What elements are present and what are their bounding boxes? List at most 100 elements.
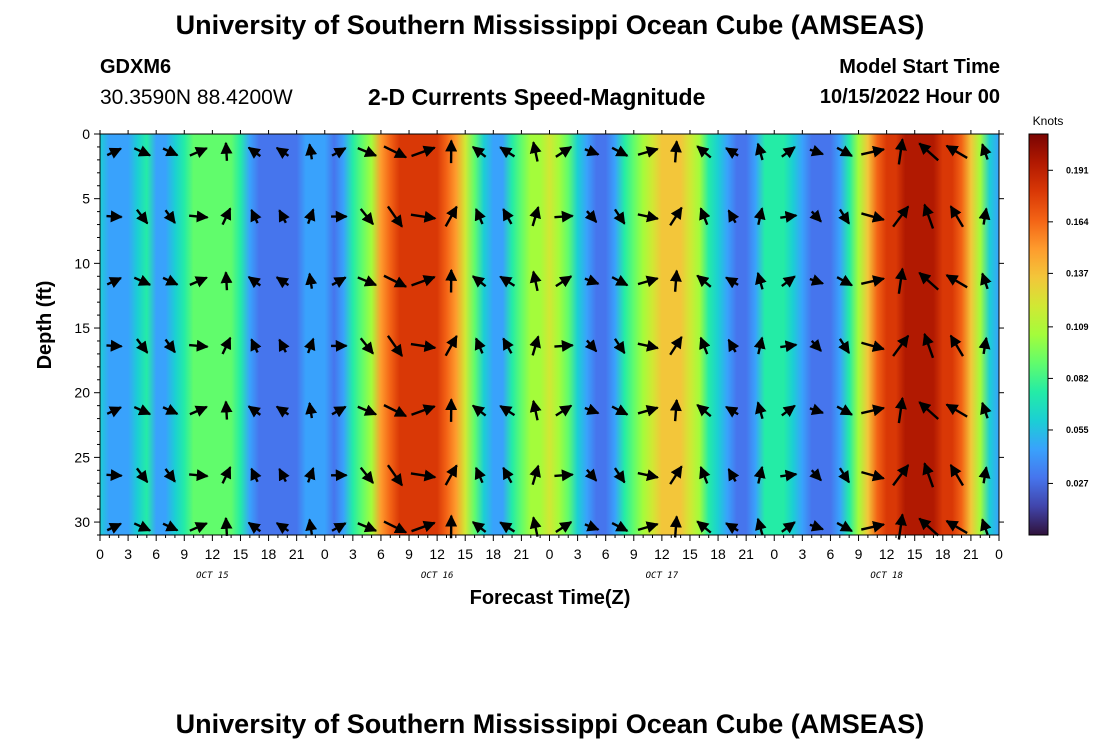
current-vector <box>809 468 822 482</box>
x-tick-label: 9 <box>405 546 413 562</box>
current-vector <box>892 334 910 357</box>
current-vector <box>135 208 149 225</box>
current-vector <box>584 403 600 415</box>
current-vector <box>725 147 739 159</box>
current-vector <box>106 339 123 352</box>
chart-title: University of Southern Mississippi Ocean… <box>175 10 925 40</box>
current-vector <box>189 210 209 223</box>
current-vector <box>471 404 487 417</box>
current-vector <box>696 274 712 288</box>
current-vector <box>163 338 176 354</box>
current-vector <box>838 338 851 355</box>
current-vector <box>529 141 542 162</box>
current-vector <box>331 522 347 534</box>
current-vector <box>725 405 739 418</box>
y-tick-label: 20 <box>74 385 90 401</box>
current-vector <box>411 404 436 416</box>
x-tick-label: 0 <box>770 546 778 562</box>
x-tick-label: 0 <box>321 546 329 562</box>
current-vector <box>275 146 290 159</box>
current-vector <box>753 207 766 226</box>
current-vector <box>529 399 542 421</box>
current-vector <box>247 405 262 418</box>
current-vector <box>502 466 514 484</box>
current-vector <box>305 143 318 160</box>
date-label: OCT 17 <box>646 571 679 581</box>
current-vector <box>303 467 316 483</box>
x-tick-label: 15 <box>233 546 249 562</box>
x-tick-label: 15 <box>907 546 923 562</box>
current-vector <box>275 276 290 289</box>
current-vector <box>669 465 683 485</box>
current-vector <box>499 275 516 288</box>
current-vector <box>894 513 907 540</box>
current-vector <box>613 338 626 355</box>
date-label: OCT 15 <box>196 571 229 581</box>
current-vector <box>781 404 796 418</box>
current-vector <box>809 520 825 532</box>
current-vector <box>584 144 600 157</box>
current-vector <box>411 520 436 533</box>
current-vector <box>637 521 659 533</box>
x-tick-label: 18 <box>486 546 502 562</box>
current-vector <box>133 145 152 157</box>
current-vector <box>502 337 514 354</box>
current-vector <box>945 144 968 159</box>
current-vector <box>410 340 437 353</box>
current-vector <box>637 404 659 417</box>
current-vector <box>189 339 209 352</box>
current-vector <box>755 517 767 536</box>
current-vector <box>162 274 179 286</box>
current-vector <box>945 403 968 418</box>
current-vector <box>529 335 541 356</box>
current-vector <box>780 340 798 353</box>
colorbar-tick-label: 0.137 <box>1066 268 1089 278</box>
current-vector <box>474 337 486 354</box>
current-vector <box>861 210 885 223</box>
date-label: OCT 16 <box>421 571 454 581</box>
current-vector <box>410 210 437 223</box>
current-vector <box>250 338 262 353</box>
current-vector <box>836 520 853 533</box>
current-vector <box>781 275 796 288</box>
current-vector <box>106 406 122 418</box>
current-vector <box>894 396 907 424</box>
y-tick-label: 30 <box>74 514 90 530</box>
x-tick-label: 12 <box>879 546 895 562</box>
current-vector <box>555 521 573 533</box>
current-vector <box>359 208 374 226</box>
current-vector <box>755 401 767 420</box>
y-axis-label: Depth (ft) <box>34 281 56 370</box>
current-vector <box>780 469 798 482</box>
current-vector <box>502 208 514 225</box>
current-vector <box>135 338 149 354</box>
current-vector <box>780 210 798 223</box>
current-vector <box>106 469 123 482</box>
current-vector <box>555 145 573 158</box>
current-vector <box>247 275 262 289</box>
current-vector <box>250 208 262 224</box>
current-vector <box>357 521 378 533</box>
current-vector <box>189 146 208 159</box>
colorbar-gradient <box>1028 133 1049 536</box>
current-vector <box>918 517 939 537</box>
current-vector <box>555 275 573 288</box>
current-vector <box>727 209 740 224</box>
current-vector <box>359 466 374 484</box>
current-vector <box>584 468 598 482</box>
current-vector <box>637 469 659 481</box>
current-vector <box>275 522 290 535</box>
current-vector <box>949 205 965 228</box>
current-vector <box>611 274 629 287</box>
model-start-value: 10/15/2022 Hour 00 <box>819 86 1000 108</box>
current-vector <box>331 276 347 288</box>
current-vector <box>669 515 682 538</box>
current-vector <box>163 468 176 483</box>
colorbar-tick-label: 0.027 <box>1066 478 1089 488</box>
date-label: OCT 18 <box>870 571 903 581</box>
current-vector <box>278 467 290 483</box>
colorbar-label: Knots <box>1033 114 1064 128</box>
current-vector <box>189 522 208 534</box>
current-vector <box>892 205 910 228</box>
current-vector <box>584 520 600 532</box>
